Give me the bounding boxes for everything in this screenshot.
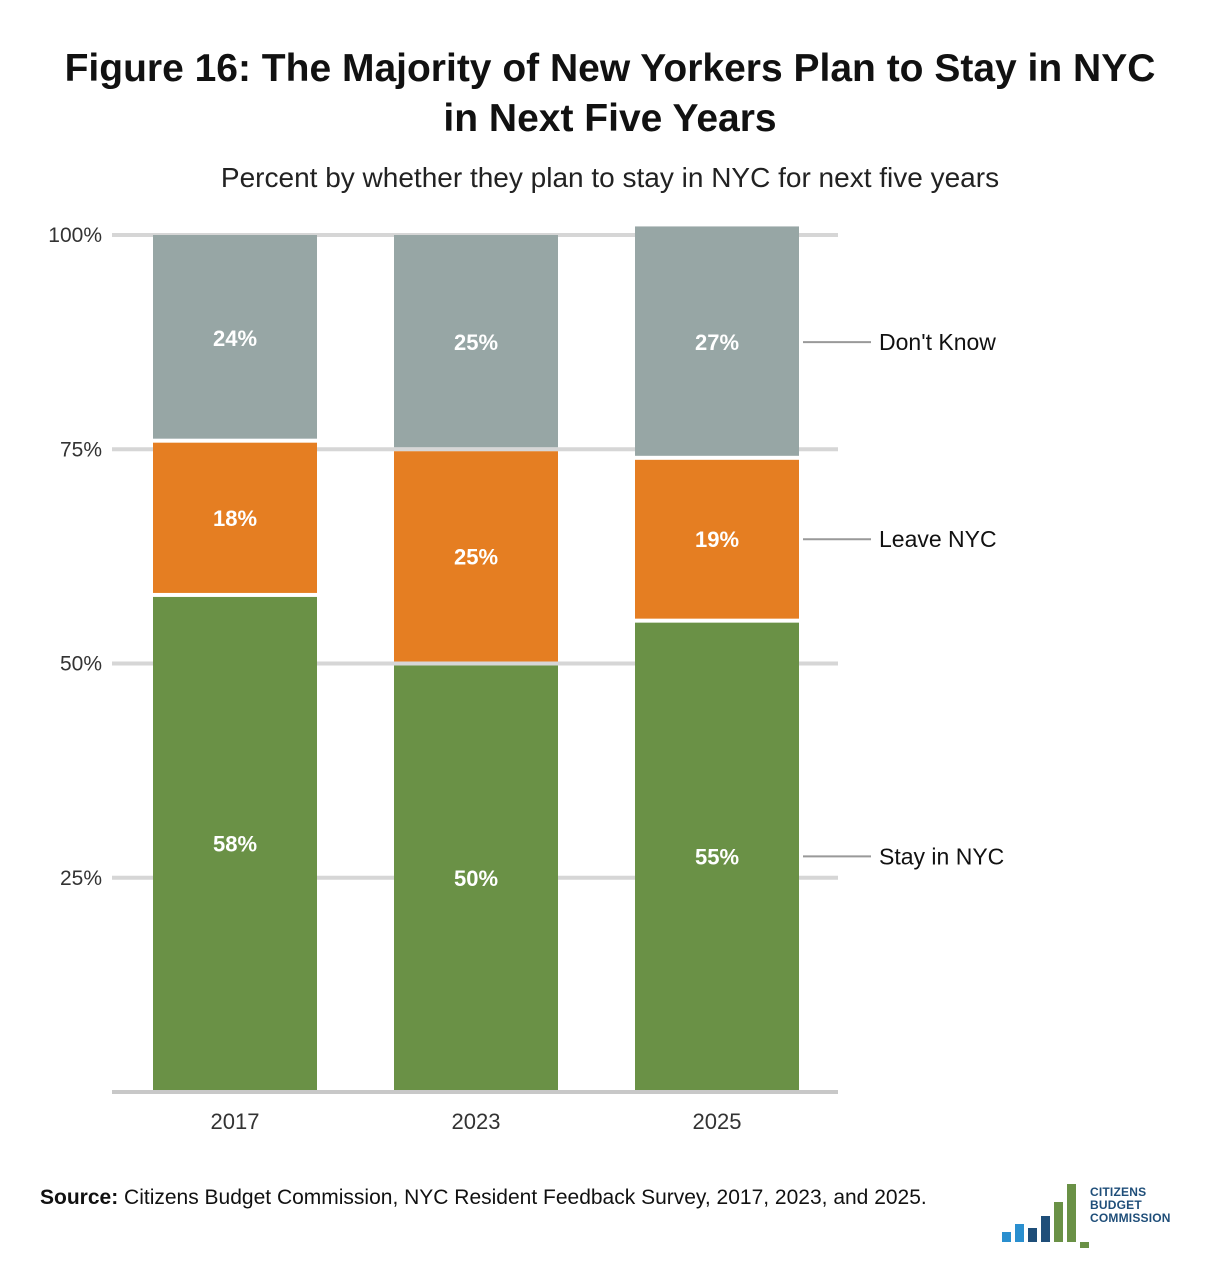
x-tick-label-2023: 2023 bbox=[452, 1109, 501, 1134]
logo-text: CITIZENS BUDGET COMMISSION bbox=[1090, 1186, 1171, 1225]
logo-text-line1: CITIZENS bbox=[1090, 1185, 1147, 1199]
bar-don-t-know-2025 bbox=[635, 226, 799, 456]
source-label: Source: bbox=[40, 1186, 119, 1209]
y-tick-label-50: 50% bbox=[60, 653, 102, 676]
chart-title: Figure 16: The Majority of New Yorkers P… bbox=[20, 44, 1200, 144]
bar-leave-nyc-2017 bbox=[153, 442, 317, 593]
bar-stay-in-nyc-2023 bbox=[394, 665, 558, 1092]
chart-title-line2: in Next Five Years bbox=[443, 97, 777, 140]
bar-don-t-know-2017 bbox=[153, 235, 317, 439]
bar-leave-nyc-2025 bbox=[635, 459, 799, 619]
bar-stay-in-nyc-2025 bbox=[635, 622, 799, 1092]
logo-bar-2 bbox=[1015, 1224, 1024, 1242]
bar-label-stay-in-nyc-2025: 55% bbox=[695, 844, 739, 869]
logo-bar-3 bbox=[1028, 1228, 1037, 1242]
legend-label-leave-nyc: Leave NYC bbox=[879, 526, 997, 552]
logo-text-line2: BUDGET bbox=[1090, 1198, 1142, 1212]
source-note: Source: Citizens Budget Commission, NYC … bbox=[40, 1183, 970, 1213]
bar-leave-nyc-2023 bbox=[394, 451, 558, 662]
logo-text-line3: COMMISSION bbox=[1090, 1211, 1171, 1225]
bar-label-don-t-know-2025: 27% bbox=[695, 330, 739, 355]
x-tick-label-2017: 2017 bbox=[211, 1109, 260, 1134]
y-tick-label-75: 75% bbox=[60, 438, 102, 461]
bar-label-leave-nyc-2025: 19% bbox=[695, 527, 739, 552]
bar-label-stay-in-nyc-2023: 50% bbox=[454, 866, 498, 891]
logo-bar-4 bbox=[1041, 1216, 1050, 1242]
bar-label-stay-in-nyc-2017: 58% bbox=[213, 831, 257, 856]
legend-label-stay-in-nyc: Stay in NYC bbox=[879, 843, 1004, 869]
bar-label-leave-nyc-2017: 18% bbox=[213, 506, 257, 531]
logo-bar-7 bbox=[1080, 1242, 1089, 1248]
bar-label-leave-nyc-2023: 25% bbox=[454, 544, 498, 569]
y-tick-label-100: 100% bbox=[48, 224, 102, 247]
x-tick-label-2025: 2025 bbox=[693, 1109, 742, 1134]
legend-label-don-t-know: Don't Know bbox=[879, 329, 996, 355]
cbc-logo: CITIZENS BUDGET COMMISSION bbox=[1002, 1178, 1202, 1248]
logo-bar-1 bbox=[1002, 1232, 1011, 1242]
y-tick-label-25: 25% bbox=[60, 867, 102, 890]
chart-subtitle: Percent by whether they plan to stay in … bbox=[220, 162, 1000, 193]
bar-label-don-t-know-2017: 24% bbox=[213, 326, 257, 351]
chart-title-line1: Figure 16: The Majority of New Yorkers P… bbox=[64, 47, 1156, 90]
bar-label-don-t-know-2023: 25% bbox=[454, 330, 498, 355]
bar-stay-in-nyc-2017 bbox=[153, 596, 317, 1092]
bar-don-t-know-2023 bbox=[394, 235, 558, 448]
source-text: Citizens Budget Commission, NYC Resident… bbox=[118, 1186, 927, 1209]
logo-bar-5 bbox=[1054, 1202, 1063, 1242]
logo-bar-6 bbox=[1067, 1184, 1076, 1242]
